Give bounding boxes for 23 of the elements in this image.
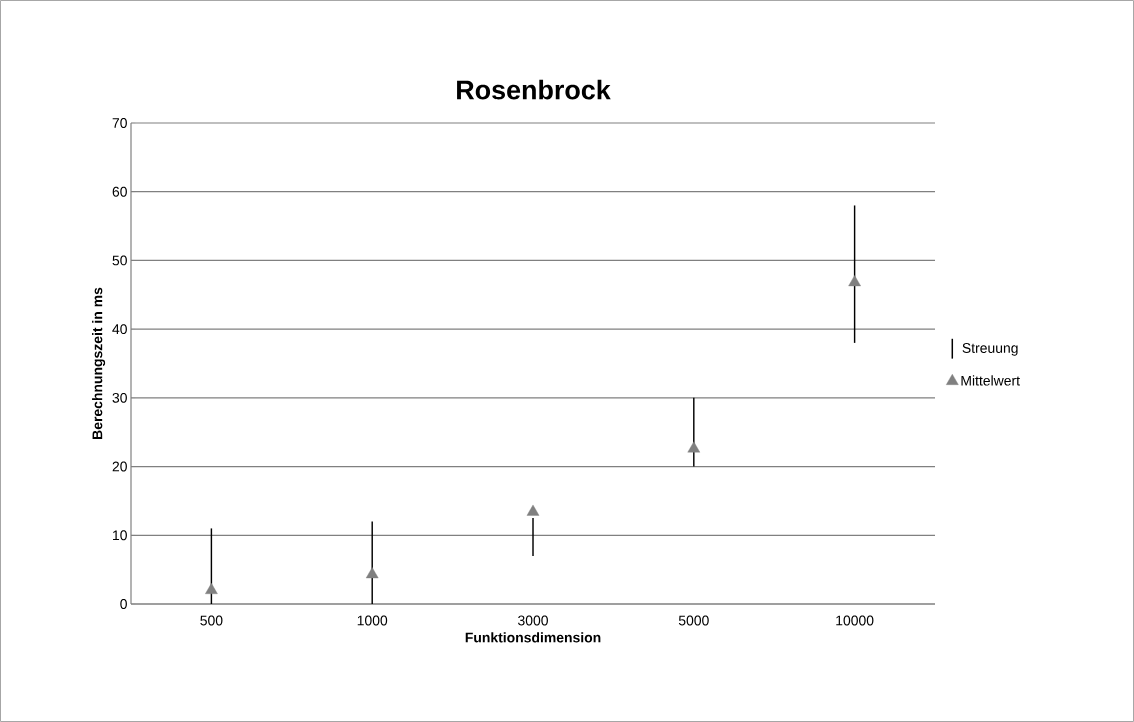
x-tick-label: 3000 [518, 615, 548, 626]
point [365, 567, 379, 579]
y-axis-title: Berechnungszeit in ms [92, 287, 106, 439]
legend-label: Streuung [962, 343, 1018, 356]
legend-label: Mittelwert [961, 375, 1020, 386]
y-tick-label: 10 [113, 530, 127, 541]
y-tick-label: 20 [112, 461, 127, 472]
x-tick-label: 1000 [357, 615, 388, 626]
chart-title: Rosenbrock [457, 79, 611, 100]
x-tick-label: 5000 [678, 615, 709, 626]
y-tick-label: 70 [112, 118, 127, 128]
y-tick-label: 30 [112, 392, 127, 403]
point [848, 275, 861, 287]
x-axis-title: Funktionsdimension [465, 632, 601, 643]
y-tick-label: 40 [112, 324, 127, 335]
point [526, 504, 540, 516]
point [687, 441, 701, 453]
y-tick-label: 50 [112, 255, 127, 266]
y-tick-label: 60 [112, 186, 127, 197]
x-tick-label: 10000 [836, 615, 874, 626]
y-tick-label: 0 [120, 599, 127, 609]
x-tick-label: 500 [200, 615, 223, 626]
point [205, 583, 218, 594]
